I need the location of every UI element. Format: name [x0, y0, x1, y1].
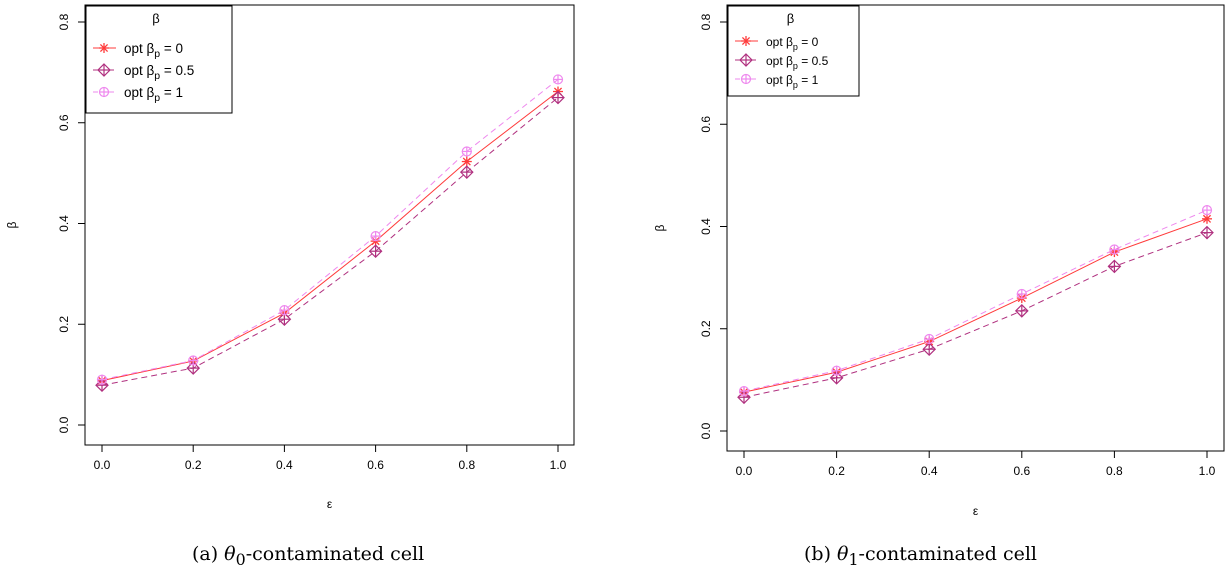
caption-a-text: -contaminated cell — [245, 543, 425, 565]
series-2 — [738, 205, 1213, 397]
caption-a-theta: θ — [224, 543, 236, 565]
caption-a-sub: 0 — [235, 549, 246, 569]
x-tick-label: 0.4 — [921, 464, 938, 478]
caption-a: (a) θ0-contaminated cell — [192, 543, 424, 569]
y-tick-label: 0.2 — [699, 320, 713, 337]
series-2-point — [188, 355, 199, 366]
series-2 — [96, 74, 564, 385]
caption-b-theta: θ — [837, 543, 849, 565]
y-tick-label: 0.4 — [699, 218, 713, 235]
series-line-0 — [101, 91, 559, 382]
series-2-point — [738, 386, 750, 397]
series-1-point — [368, 244, 383, 259]
x-tick-label: 0.0 — [94, 458, 111, 472]
caption-b-sub: 1 — [848, 549, 859, 569]
legend: β opt βp = 0 opt βp = 0.5 opt βp = 1 — [85, 5, 233, 114]
series-2-point — [279, 305, 290, 316]
x-tick-label: 0.8 — [1106, 464, 1123, 478]
legend-marker-0 — [99, 43, 109, 53]
series-1-point — [1200, 225, 1214, 240]
y-axis: 0.0 0.2 0.4 0.6 0.8 — [699, 13, 728, 439]
x-tick-label: 1.0 — [550, 458, 567, 472]
series-0 — [739, 213, 1212, 398]
chart-panel-a: 0.0 0.2 0.4 0.6 0.8 1.0 0.0 0.2 0.4 0.6 0.8 ε β β opt … — [5, 4, 575, 511]
y-axis-label: β — [653, 224, 667, 231]
series-line-0 — [743, 218, 1208, 393]
y-tick-label: 0.8 — [699, 13, 713, 30]
y-tick-label: 0.0 — [699, 422, 713, 439]
series-line-2 — [101, 79, 559, 381]
legend-marker-0 — [741, 36, 751, 46]
x-tick-label: 0.8 — [458, 458, 475, 472]
y-axis-label: β — [5, 221, 19, 228]
x-tick-label: 0.4 — [276, 458, 293, 472]
series-2-point — [1201, 205, 1213, 216]
x-tick-label: 0.2 — [185, 458, 202, 472]
x-tick-label: 0.6 — [367, 458, 384, 472]
series-2-point — [552, 74, 564, 85]
legend-box — [85, 5, 233, 114]
legend-label-1: opt βp = 0.5 — [766, 54, 829, 71]
series-2-point — [96, 374, 108, 385]
series-1 — [737, 225, 1214, 405]
series-2-point — [1016, 288, 1027, 300]
series-line-1 — [743, 232, 1208, 398]
legend-title: β — [787, 11, 794, 26]
legend-marker-1 — [97, 63, 111, 77]
series-line-1 — [101, 97, 559, 386]
series-1 — [95, 90, 565, 393]
y-tick-label: 0.6 — [699, 116, 713, 133]
legend: β opt βp = 0 opt βp = 0.5 opt βp = 1 — [727, 5, 860, 97]
series-line-2 — [743, 209, 1208, 392]
legend-label-1: opt βp = 0.5 — [124, 63, 194, 82]
x-tick-label: 1.0 — [1199, 464, 1216, 478]
x-axis-label: ε — [327, 497, 333, 511]
caption-b: (b) θ1-contaminated cell — [804, 543, 1037, 569]
series-1-point — [922, 342, 937, 357]
legend-label-0: opt βp = 0 — [766, 35, 819, 52]
x-tick-label: 0.0 — [736, 464, 753, 478]
legend-marker-2 — [98, 86, 110, 98]
series-2-point — [370, 230, 381, 242]
y-tick-label: 0.4 — [57, 215, 71, 232]
y-tick-label: 0.6 — [57, 114, 71, 131]
caption-a-label: (a) — [192, 543, 219, 565]
legend-marker-1 — [739, 53, 753, 67]
y-tick-label: 0.8 — [57, 13, 71, 30]
series-2-point — [924, 333, 935, 345]
x-tick-label: 0.6 — [1013, 464, 1030, 478]
x-tick-label: 0.2 — [828, 464, 845, 478]
series-0-point — [1202, 213, 1212, 224]
series-2-point — [1109, 244, 1120, 255]
x-axis: 0.0 0.2 0.4 0.6 0.8 1.0 — [736, 450, 1216, 478]
caption-b-text: -contaminated cell — [858, 543, 1038, 565]
series-1-point — [459, 165, 474, 179]
x-axis: 0.0 0.2 0.4 0.6 0.8 1.0 — [94, 444, 567, 472]
legend-label-2: opt βp = 1 — [766, 73, 819, 90]
chart-panel-b: 0.0 0.2 0.4 0.6 0.8 1.0 0.0 0.2 0.4 0.6 0.8 ε β β opt … — [653, 4, 1225, 518]
x-axis-label: ε — [973, 504, 979, 518]
series-0-point — [461, 156, 472, 167]
series-0 — [97, 86, 563, 386]
series-1-point — [1107, 259, 1122, 274]
legend-marker-2 — [740, 73, 752, 85]
legend-title: β — [152, 11, 159, 26]
y-axis: 0.0 0.2 0.4 0.6 0.8 — [57, 13, 86, 433]
series-2-point — [831, 365, 842, 376]
series-2-point — [461, 146, 472, 157]
series-1-point — [1014, 304, 1029, 318]
series-1-point — [551, 90, 565, 105]
caption-b-label: (b) — [804, 543, 831, 565]
legend-label-2: opt βp = 1 — [124, 85, 183, 104]
legend-label-0: opt βp = 0 — [124, 41, 183, 60]
y-tick-label: 0.0 — [57, 416, 71, 433]
y-tick-label: 0.2 — [57, 316, 71, 333]
